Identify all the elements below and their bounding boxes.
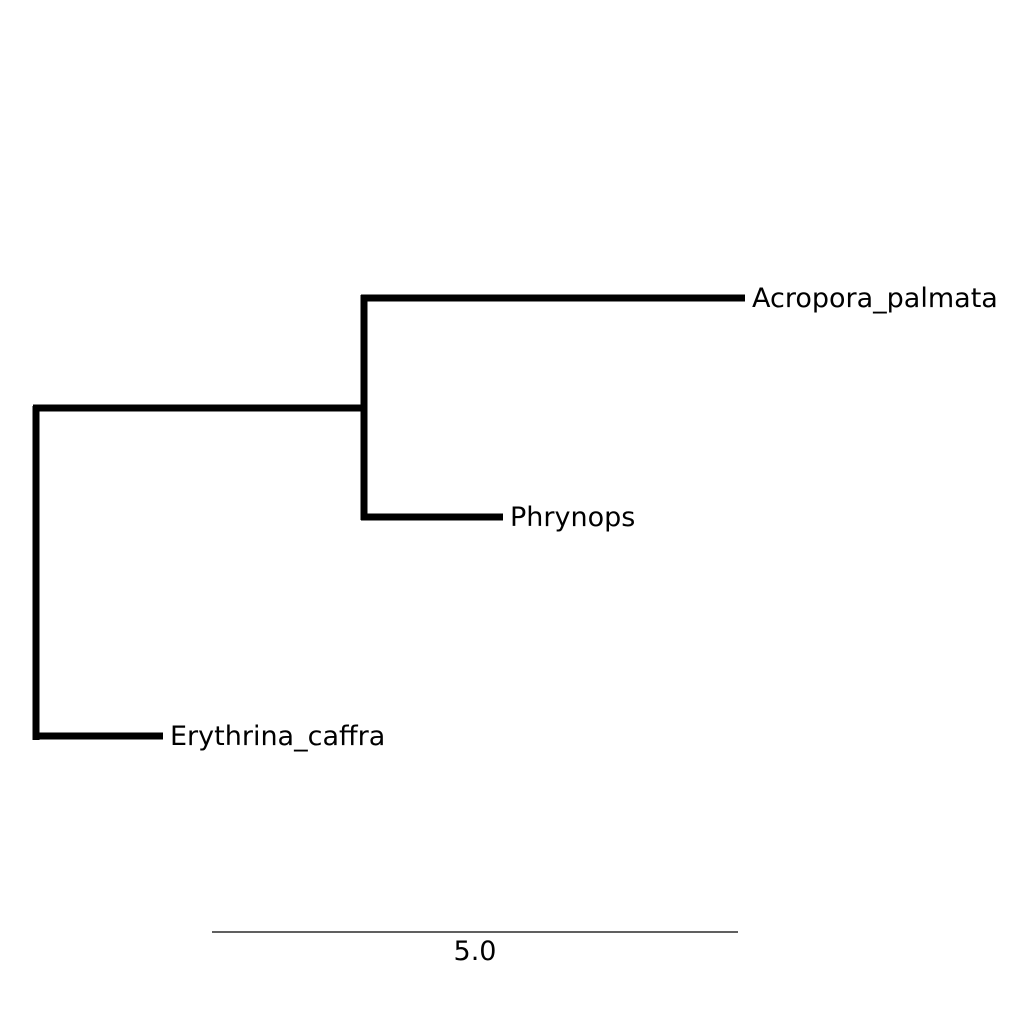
taxon-label-erythrina-caffra: Erythrina_caffra — [170, 721, 385, 752]
scale-bar-label: 5.0 — [454, 936, 497, 967]
taxon-label-acropora-palmata: Acropora_palmata — [752, 283, 998, 314]
taxon-label-phrynops: Phrynops — [510, 502, 635, 533]
